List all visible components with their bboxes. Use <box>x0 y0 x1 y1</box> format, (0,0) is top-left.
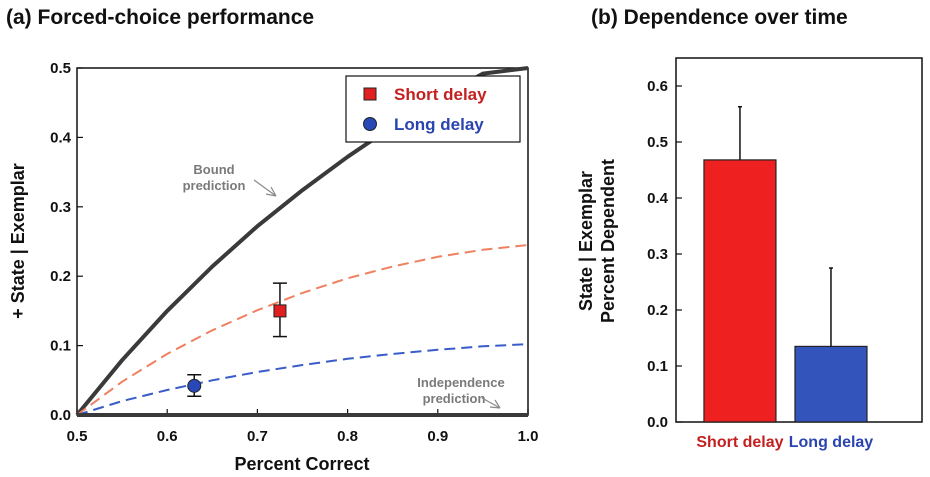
y-tick-label: 0.2 <box>50 268 71 285</box>
y-tick-label: 0.3 <box>647 246 668 263</box>
panel-a-series <box>75 66 529 417</box>
y-tick-label: 0.5 <box>647 134 668 151</box>
panel-a-title: (a) Forced-choice performance <box>6 6 314 29</box>
bar-long-delay <box>794 345 868 423</box>
category-label: Short delay <box>696 434 783 451</box>
independence-annotation-arrow <box>481 397 501 409</box>
long-delay-prediction-curve <box>76 343 529 416</box>
y-tick-label: 0.3 <box>50 199 71 216</box>
bound-annotation-line2: prediction <box>183 178 246 193</box>
bar-short-delay <box>703 159 777 423</box>
independence-annotation-line1: Independence <box>417 375 504 390</box>
panel-b-bars <box>703 105 868 423</box>
x-tick-label: 1.0 <box>518 428 539 445</box>
y-tick-label: 0.0 <box>50 407 71 424</box>
panel-a-x-ticks: 0.5 0.6 0.7 0.8 0.9 1.0 <box>67 409 539 445</box>
y-tick-label: 0.4 <box>647 190 669 207</box>
panel-b-category-labels: Short delay Long delay <box>696 434 873 451</box>
panel-b-title: (b) Dependence over time <box>591 6 848 29</box>
panel-a-data-points <box>187 282 287 398</box>
legend-square-marker <box>363 87 377 101</box>
y-tick-label: 0.2 <box>647 302 668 319</box>
y-tick-label: 0.4 <box>50 129 72 146</box>
legend-circle-marker <box>363 117 377 131</box>
y-tick-label: 0.1 <box>647 358 668 375</box>
x-tick-label: 0.7 <box>247 428 268 445</box>
panel-a-y-axis-label: + State | Exemplar <box>8 163 28 319</box>
bound-annotation-line1: Bound <box>193 162 234 177</box>
legend-short-delay: Short delay <box>394 85 487 104</box>
y-tick-label: 0.1 <box>50 338 71 355</box>
panel-a-x-axis-label: Percent Correct <box>234 454 369 474</box>
x-tick-label: 0.8 <box>337 428 358 445</box>
y-tick-label: 0.6 <box>647 78 668 95</box>
category-label: Long delay <box>789 434 874 451</box>
short-delay-prediction-curve <box>76 244 529 416</box>
independence-annotation-line2: prediction <box>423 391 486 406</box>
y-tick-label: 0.5 <box>50 60 71 77</box>
panel-a-legend: Short delay Long delay <box>345 75 521 143</box>
bound-annotation-arrowhead <box>265 186 277 197</box>
legend-long-delay: Long delay <box>394 115 484 134</box>
long-delay-point <box>187 378 202 393</box>
panel-b-y-axis-label-line2: Percent Dependent <box>598 159 618 323</box>
panel-b-plot: 0.0 0.1 0.2 0.3 0.4 0.5 0.6 <box>647 57 923 431</box>
panel-a-y-ticks: 0.0 0.1 0.2 0.3 0.4 0.5 <box>50 60 83 424</box>
x-tick-label: 0.9 <box>427 428 448 445</box>
panel-a-plot: 0.5 0.6 0.7 0.8 0.9 1.0 0.0 0.1 0.2 0.3 0.4 0.5 <box>50 60 538 445</box>
bound-annotation-arrow <box>253 179 277 197</box>
panel-b-y-ticks: 0.0 0.1 0.2 0.3 0.4 0.5 0.6 <box>647 78 682 431</box>
independence-annotation-arrowhead <box>489 399 501 409</box>
y-tick-label: 0.0 <box>647 414 668 431</box>
short-delay-point <box>273 304 287 318</box>
x-tick-label: 0.5 <box>67 428 88 445</box>
panel-b-y-axis-label-line1: State | Exemplar <box>576 171 596 311</box>
legend-box <box>345 75 521 143</box>
x-tick-label: 0.6 <box>157 428 178 445</box>
